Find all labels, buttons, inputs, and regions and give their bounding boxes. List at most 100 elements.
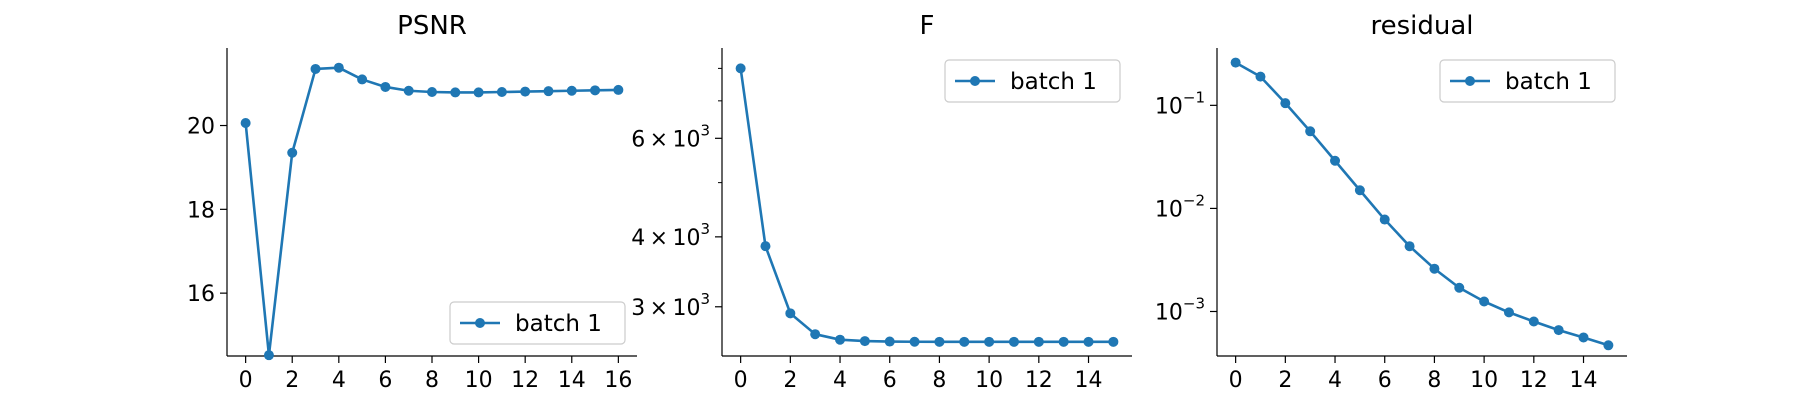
legend-frame [1439, 59, 1616, 103]
data-point [263, 350, 274, 361]
data-point [543, 86, 554, 97]
y-tick-label: 4 × 103 [631, 220, 710, 251]
data-point [287, 147, 298, 158]
x-tick-label: 2 [285, 368, 299, 393]
legend-label: batch 1 [1505, 69, 1592, 95]
y-tick-label: 3 × 103 [631, 290, 710, 321]
y-tick-label: 10−2 [1155, 191, 1205, 222]
y-tick-label: 16 [187, 282, 215, 307]
data-point [566, 85, 577, 96]
data-point [403, 85, 414, 96]
data-point [473, 87, 484, 98]
legend-frame [449, 301, 626, 345]
data-point [760, 241, 771, 252]
data-point [1230, 57, 1241, 68]
chart-title: PSNR [397, 11, 467, 41]
data-point [380, 81, 391, 92]
data-point [785, 308, 796, 319]
x-tick-label: 14 [558, 368, 586, 393]
data-point [1528, 316, 1539, 327]
x-tick-label: 8 [932, 368, 946, 393]
x-tick-label: 2 [1278, 368, 1292, 393]
data-point [835, 334, 846, 345]
data-point [1479, 296, 1490, 307]
x-tick-label: 0 [1229, 368, 1243, 393]
legend-label: batch 1 [1010, 69, 1097, 95]
legend-swatch-marker [1465, 76, 1475, 86]
data-point [590, 85, 601, 96]
y-tick-label: 20 [187, 115, 215, 140]
legend: batch 1 [944, 59, 1121, 103]
y-tick-label: 10−1 [1155, 88, 1205, 119]
data-point [810, 329, 821, 340]
series-line [1235, 61, 1609, 347]
data-point [984, 336, 995, 347]
data-point [735, 63, 746, 74]
data-point [1578, 332, 1589, 343]
data-point [1379, 214, 1390, 225]
x-tick-label: 6 [1378, 368, 1392, 393]
data-point [959, 336, 970, 347]
data-point [1083, 336, 1094, 347]
data-point [884, 336, 895, 347]
data-point [909, 336, 920, 347]
data-point [1603, 340, 1614, 351]
x-tick-label: 12 [1025, 368, 1053, 393]
data-point [1503, 307, 1514, 318]
x-tick-label: 12 [511, 368, 539, 393]
chart-panel-3: residual 0 2 4 6 8 10 12 14 10−3 10−2 10−1 batch 1 [1155, 11, 1627, 393]
data-point [1330, 155, 1341, 166]
data-point [1255, 71, 1266, 82]
x-tick-label: 4 [1328, 368, 1342, 393]
data-point [1008, 336, 1019, 347]
x-tick-label: 10 [975, 368, 1003, 393]
data-point [310, 63, 321, 74]
data-point [934, 336, 945, 347]
data-point [1354, 185, 1365, 196]
legend: batch 1 [1439, 59, 1616, 103]
x-tick-label: 0 [239, 368, 253, 393]
legend-swatch-marker [970, 76, 980, 86]
data-point [496, 87, 507, 97]
legend-label: batch 1 [515, 311, 602, 337]
data-point [427, 87, 437, 97]
y-tick-label: 6 × 103 [631, 121, 710, 152]
x-tick-label: 12 [1520, 368, 1548, 393]
data-point [1033, 336, 1044, 347]
data-point [613, 84, 624, 95]
legend-frame [944, 59, 1121, 103]
x-tick-label: 6 [883, 368, 897, 393]
x-tick-label: 10 [465, 368, 493, 393]
data-point [450, 87, 461, 98]
x-tick-label: 14 [1570, 368, 1598, 393]
chart-title: residual [1370, 11, 1473, 41]
data-point [357, 74, 368, 85]
x-tick-label: 10 [1470, 368, 1498, 393]
data-point [1280, 98, 1291, 109]
x-tick-label: 16 [604, 368, 632, 393]
y-tick-label: 18 [187, 198, 215, 223]
data-point [333, 62, 344, 73]
data-point [520, 86, 531, 97]
data-point [1553, 325, 1564, 336]
data-point [1454, 282, 1465, 293]
x-tick-label: 8 [1427, 368, 1441, 393]
x-tick-label: 0 [734, 368, 748, 393]
x-tick-label: 14 [1075, 368, 1103, 393]
chart-title: F [920, 11, 935, 41]
x-tick-label: 2 [783, 368, 797, 393]
chart-panel-2: F 0 2 4 6 8 10 12 14 3 × 103 4 × 103 6 × 103 batch 1 [631, 11, 1132, 393]
legend-swatch-marker [475, 318, 485, 328]
data-point [240, 118, 251, 129]
series-line [739, 68, 1114, 344]
data-point [1404, 241, 1415, 252]
data-point [1108, 336, 1119, 347]
data-point [1429, 263, 1440, 274]
chart-panel-1: PSNR 0 2 4 6 8 10 12 14 16 16 18 20 batch 1 [187, 11, 637, 393]
x-tick-label: 8 [425, 368, 439, 393]
x-tick-label: 6 [378, 368, 392, 393]
data-point [1305, 126, 1316, 137]
x-tick-label: 4 [833, 368, 847, 393]
legend: batch 1 [449, 301, 626, 345]
